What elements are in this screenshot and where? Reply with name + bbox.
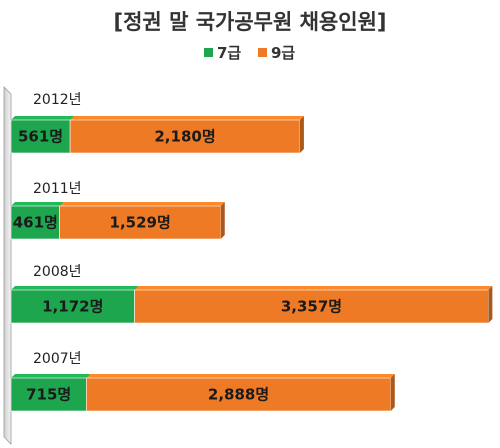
- legend-swatch-7: [204, 48, 213, 57]
- bar-segment: [86, 377, 392, 412]
- bar-value-label: 1,529명: [110, 214, 171, 232]
- bar-side-face: [299, 116, 304, 153]
- bar-value-label: 3,357명: [281, 298, 342, 316]
- year-label: 2008년: [33, 264, 82, 280]
- chart-wall: [3, 86, 12, 445]
- bar-side-face: [220, 202, 225, 239]
- bar-value-label: 2,180명: [154, 128, 215, 146]
- bar-top-face: [11, 286, 139, 290]
- bar-value-label: 1,172명: [42, 298, 103, 316]
- legend-swatch-9: [258, 48, 267, 57]
- bar-top-face: [11, 202, 64, 206]
- year-label: 2007년: [33, 351, 82, 367]
- bar-top-face: [70, 116, 304, 120]
- chart-title: [정권 말 국가공무원 채용인원]: [114, 10, 387, 34]
- bar-side-face: [488, 286, 493, 323]
- bar-top-face: [134, 286, 493, 290]
- bar-value-label: 715명: [26, 386, 71, 404]
- bar-side-face: [390, 374, 395, 411]
- bar-segment: [10, 289, 135, 324]
- bar-layer: 2012년 561명 2,180명 2011년 461명 1,529명 2008년 1,172…: [10, 92, 493, 412]
- bar-segment: [69, 119, 301, 154]
- bar-segment: [10, 119, 71, 154]
- legend-label-7: 7급: [217, 44, 241, 62]
- bar-top-face: [11, 374, 91, 378]
- bar-segment: [134, 289, 489, 324]
- bar-top-face: [11, 116, 75, 120]
- bar-value-label: 2,888명: [208, 386, 269, 404]
- year-label: 2012년: [33, 92, 82, 108]
- year-label: 2011년: [33, 181, 82, 197]
- bar-value-label: 461명: [13, 214, 58, 232]
- bar-segment: [59, 205, 222, 240]
- bar-value-label: 561명: [18, 128, 63, 146]
- bar-top-face: [59, 202, 225, 206]
- legend-label-9: 9급: [271, 44, 295, 62]
- legend: 7급 9급: [204, 44, 295, 62]
- bar-top-face: [86, 374, 395, 378]
- bar-segment: [10, 377, 87, 412]
